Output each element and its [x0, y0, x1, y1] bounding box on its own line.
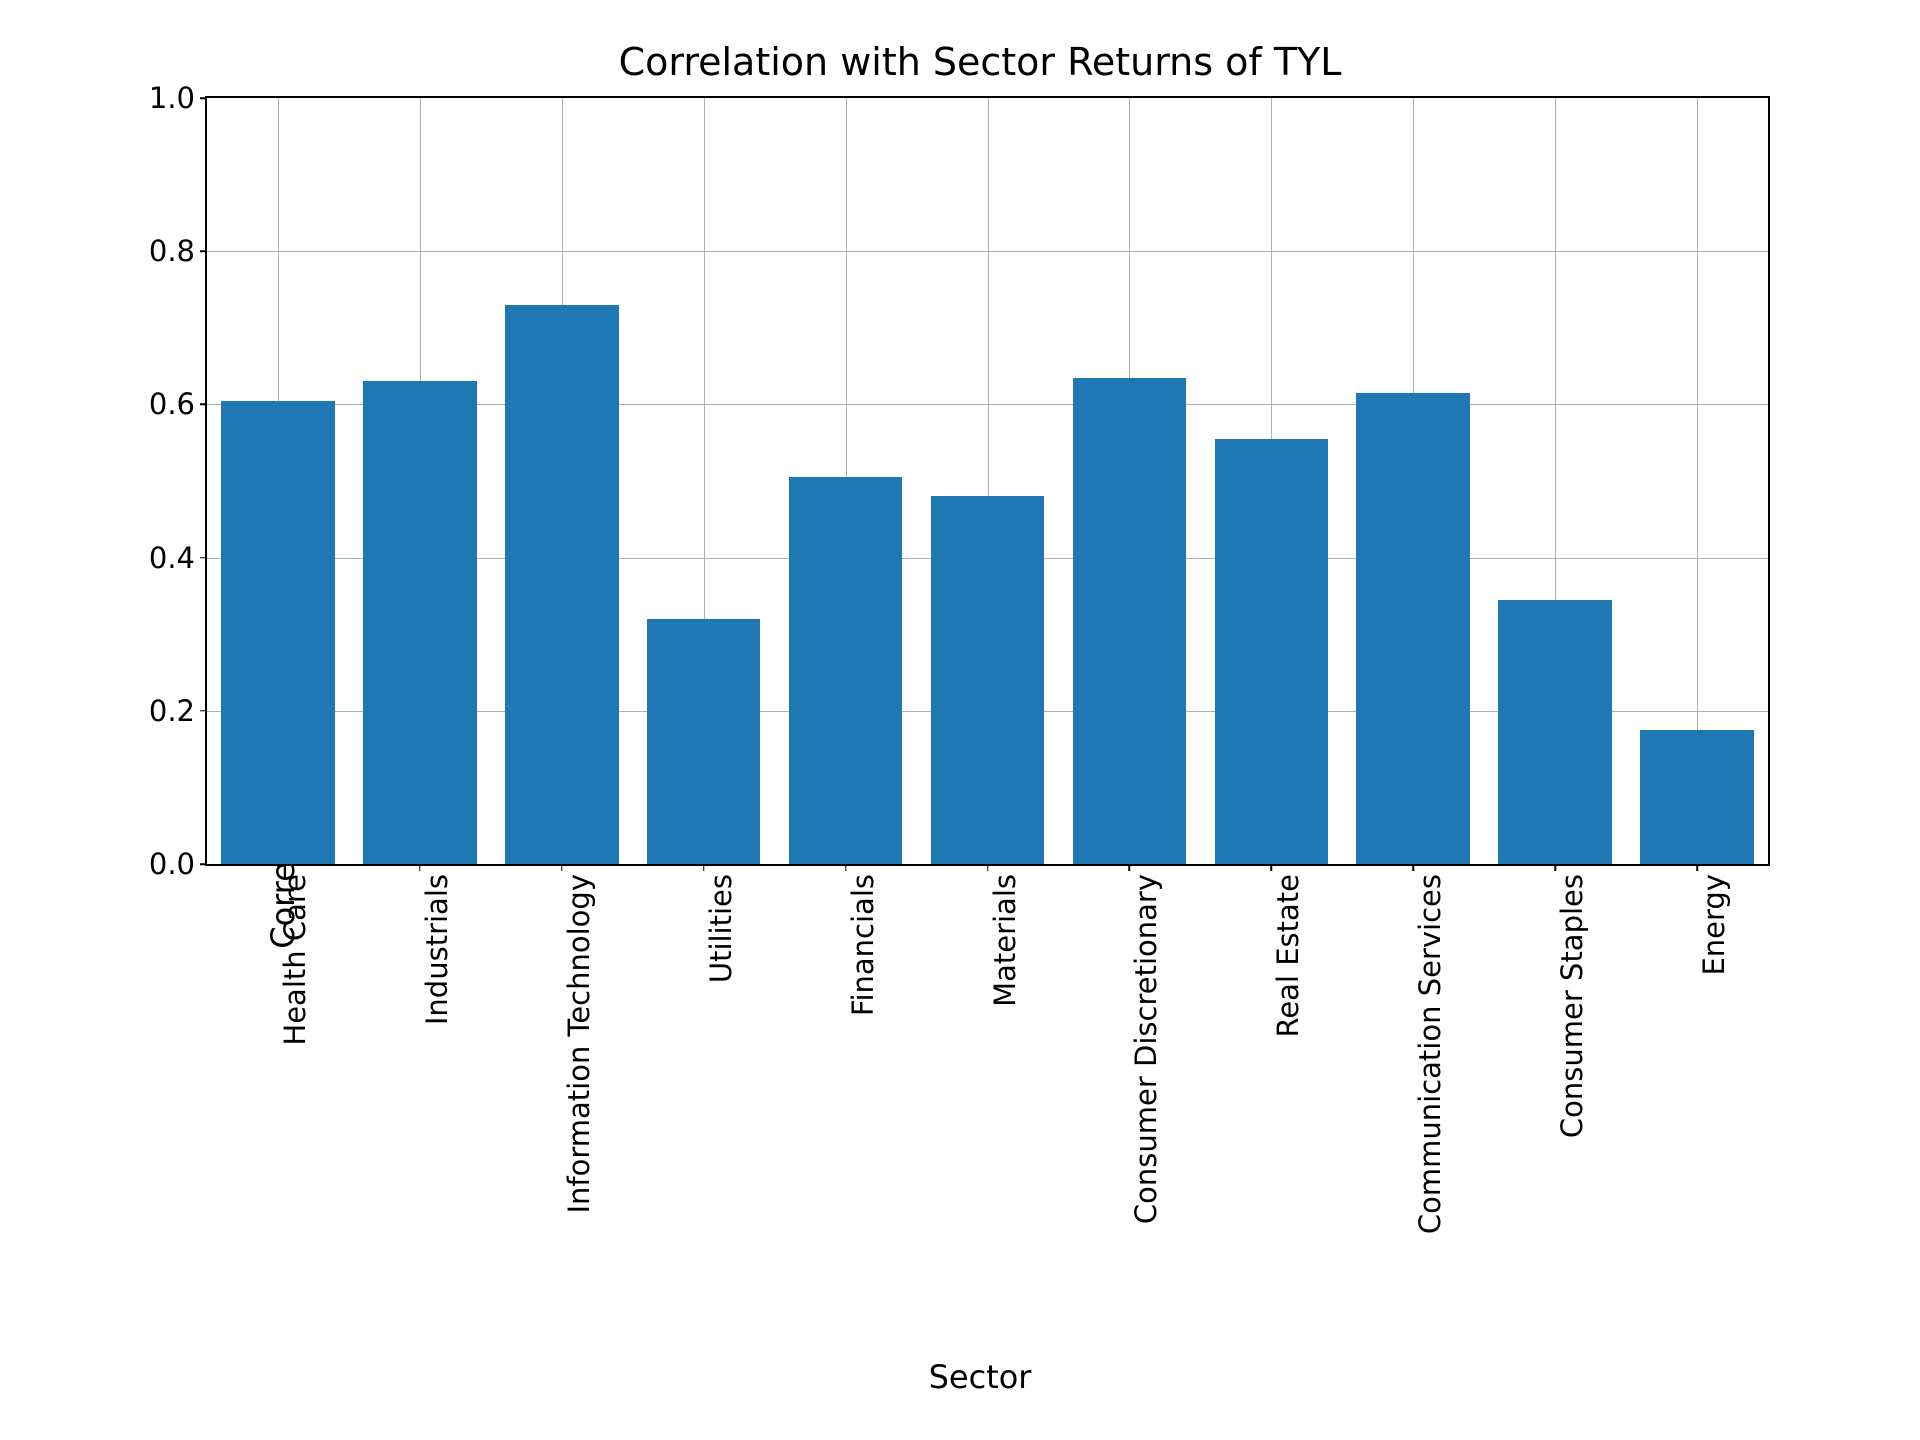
x-tick-mark	[1271, 864, 1273, 871]
y-tick-label: 0.4	[149, 541, 195, 575]
chart-container: Correlation with Sector Returns of TYL C…	[190, 40, 1770, 1390]
x-tick-label: Consumer Staples	[1555, 874, 1589, 1138]
x-tick-label: Utilities	[704, 874, 738, 983]
x-tick-mark	[1129, 864, 1131, 871]
x-axis-label: Sector	[929, 1358, 1032, 1396]
y-tick-mark	[200, 557, 207, 559]
y-tick-label: 0.0	[149, 847, 195, 881]
plot-area: 0.00.20.40.60.81.0Health CareIndustrials…	[205, 96, 1770, 866]
x-tick-mark	[1554, 864, 1556, 871]
x-tick-label: Consumer Discretionary	[1129, 874, 1163, 1224]
bar	[1640, 730, 1754, 864]
bar	[363, 381, 477, 864]
bar	[1498, 600, 1612, 864]
x-tick-mark	[419, 864, 421, 871]
y-tick-mark	[200, 710, 207, 712]
x-tick-label: Real Estate	[1271, 874, 1305, 1038]
x-tick-label: Financials	[846, 874, 880, 1016]
y-tick-mark	[200, 404, 207, 406]
x-tick-mark	[1696, 864, 1698, 871]
bar	[1215, 439, 1329, 864]
y-tick-label: 0.2	[149, 694, 195, 728]
bar	[931, 496, 1045, 864]
y-tick-label: 0.8	[149, 234, 195, 268]
bar	[647, 619, 761, 864]
x-tick-mark	[561, 864, 563, 871]
y-tick-mark	[200, 97, 207, 99]
x-tick-label: Health Care	[278, 874, 312, 1046]
chart-title: Correlation with Sector Returns of TYL	[190, 40, 1770, 84]
y-tick-label: 1.0	[149, 81, 195, 115]
bar	[221, 401, 335, 864]
x-tick-label: Industrials	[420, 874, 454, 1025]
plot-wrapper: Correlation Coefficient (R) 0.00.20.40.6…	[190, 96, 1770, 1386]
x-tick-mark	[845, 864, 847, 871]
x-tick-label: Materials	[988, 874, 1022, 1007]
x-tick-label: Communication Services	[1413, 874, 1447, 1234]
bar	[505, 305, 619, 864]
x-tick-label: Energy	[1697, 874, 1731, 976]
x-tick-mark	[703, 864, 705, 871]
x-tick-mark	[987, 864, 989, 871]
x-tick-mark	[277, 864, 279, 871]
x-tick-label: Information Technology	[562, 874, 596, 1214]
y-tick-label: 0.6	[149, 387, 195, 421]
y-tick-mark	[200, 250, 207, 252]
bar	[1073, 378, 1187, 864]
bar	[789, 477, 903, 864]
bar	[1356, 393, 1470, 864]
y-tick-mark	[200, 863, 207, 865]
x-tick-mark	[1412, 864, 1414, 871]
